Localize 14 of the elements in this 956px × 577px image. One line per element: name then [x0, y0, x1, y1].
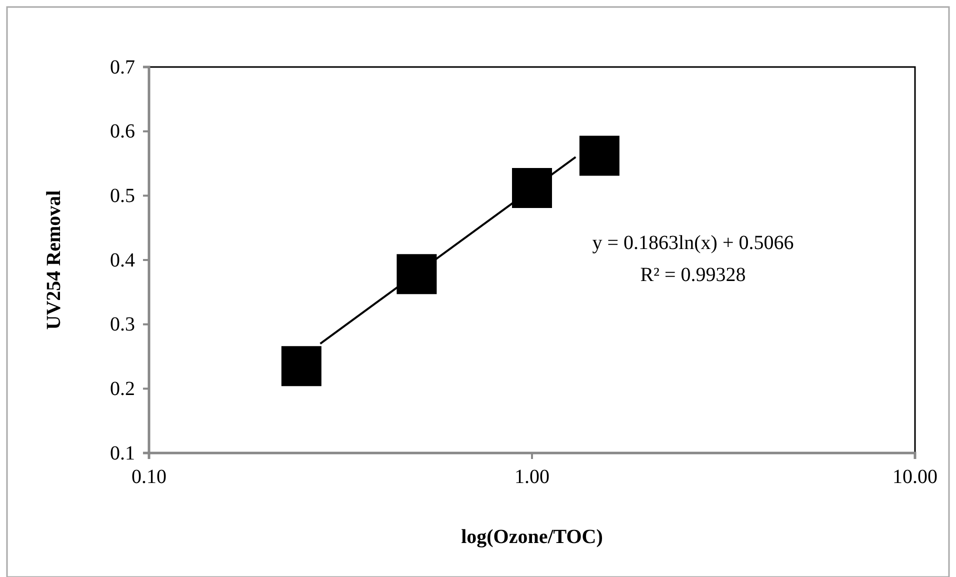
y-tick-label: 0.6: [110, 120, 135, 143]
x-tick-label: 0.10: [132, 466, 166, 488]
y-axis-title: UV254 Removal: [43, 190, 65, 330]
x-tick-label: 1.00: [514, 466, 550, 488]
y-tick-label: 0.4: [110, 249, 135, 272]
y-tick-label: 0.5: [110, 185, 135, 208]
x-tick-label: 10.00: [892, 466, 938, 488]
y-tick-label: 0.2: [110, 378, 135, 400]
x-axis-title: log(Ozone/TOC): [461, 526, 603, 548]
y-tick-label: 0.7: [110, 56, 135, 78]
annotation: R² = 0.99328: [640, 264, 746, 286]
y-tick-label: 0.1: [110, 442, 135, 464]
annotation: y = 0.1863ln(x) + 0.5066: [592, 232, 794, 254]
y-tick-label: 0.3: [110, 314, 135, 336]
